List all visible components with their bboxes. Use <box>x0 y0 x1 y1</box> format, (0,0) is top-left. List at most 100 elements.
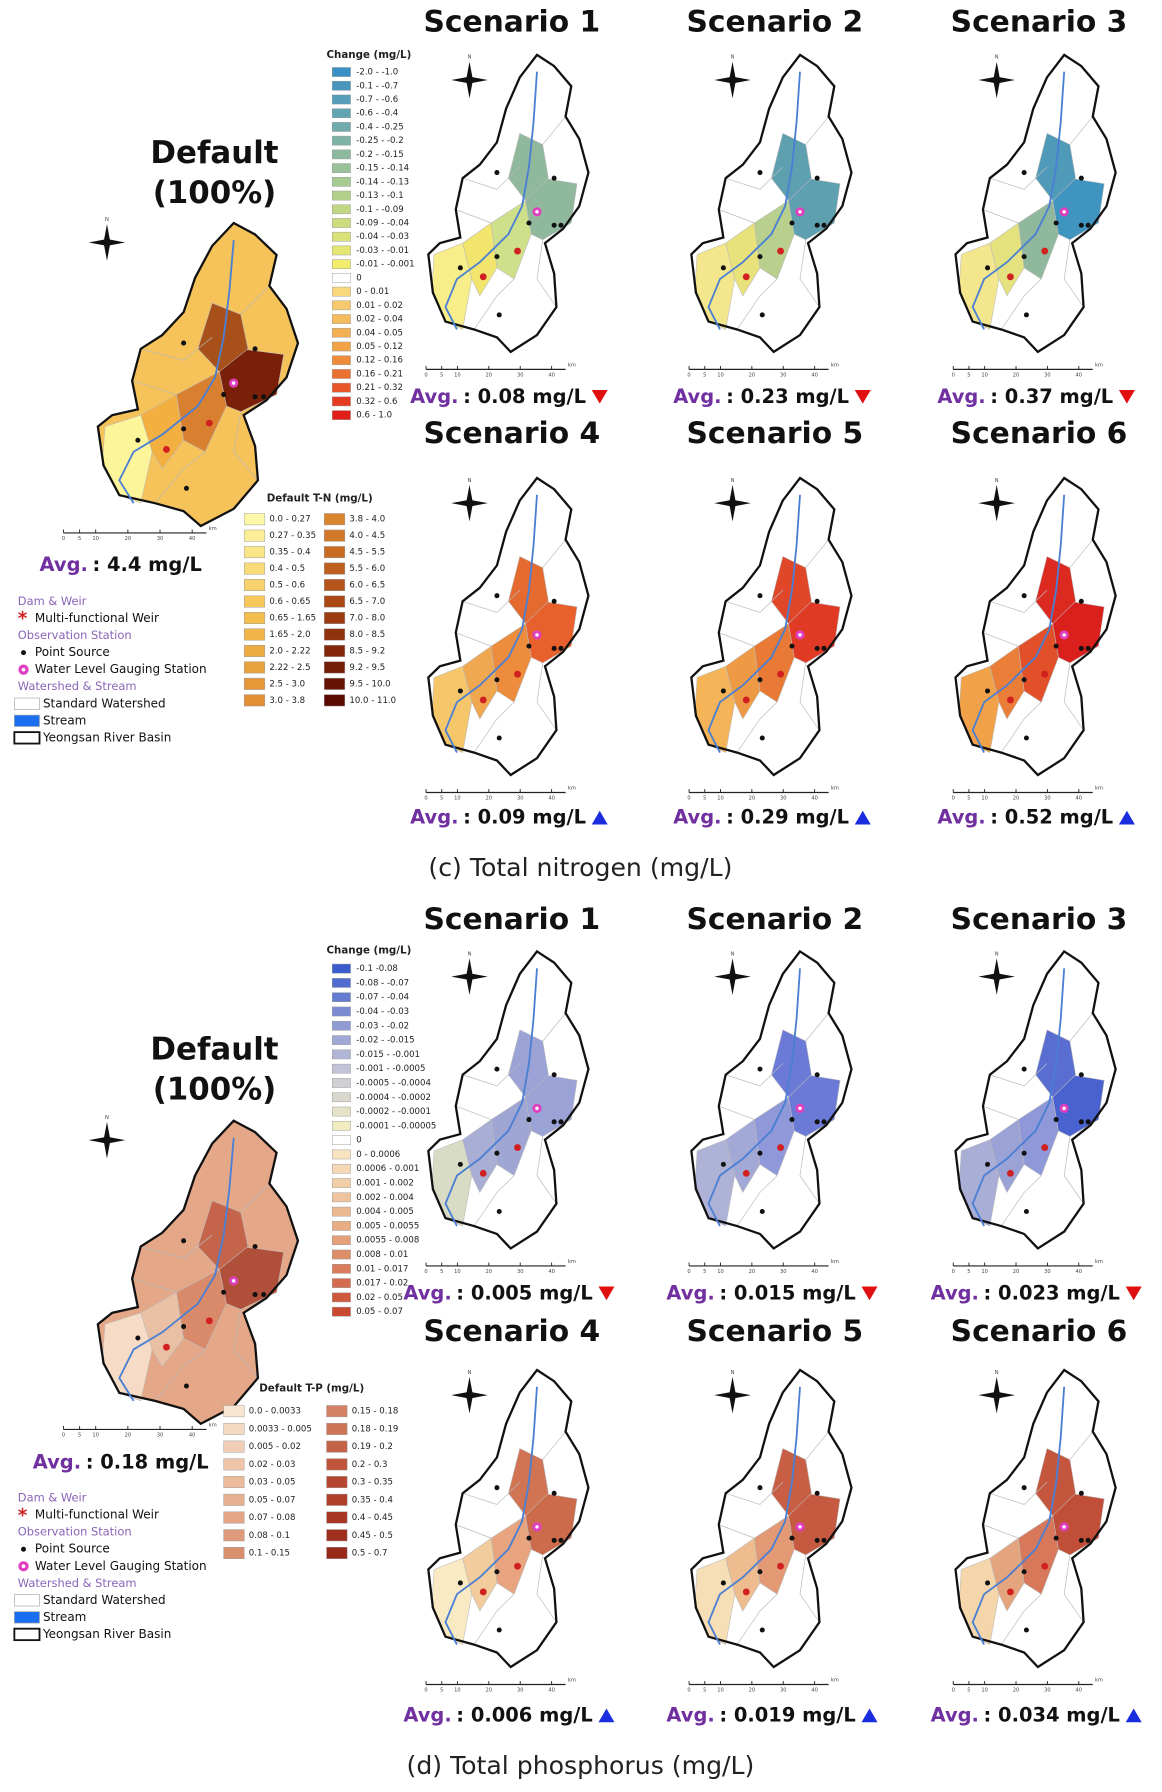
north-label: N <box>731 478 735 484</box>
trend-arrow <box>598 1286 615 1301</box>
weir <box>742 273 750 281</box>
legend-label: 5.5 - 6.0 <box>349 564 385 574</box>
scale-label: 5 <box>703 796 706 802</box>
scenario-title: Scenario 5 <box>686 416 863 451</box>
point-source <box>551 598 557 604</box>
legend-swatch <box>326 1511 348 1524</box>
legend-swatch <box>326 1547 348 1559</box>
legend-swatch <box>332 1278 351 1288</box>
legend-swatch <box>332 94 351 105</box>
gauge <box>798 633 802 637</box>
average: Avg.: 0.023 mg/L <box>931 1281 1120 1304</box>
stream <box>118 1137 235 1402</box>
layer-header: Watershed & Stream <box>18 679 137 693</box>
north-label: N <box>468 1370 472 1376</box>
average: Avg.: 0.29 mg/L <box>673 805 849 828</box>
legend-swatch <box>332 273 351 283</box>
watershed-line <box>799 1136 820 1204</box>
legend-swatch <box>332 327 351 338</box>
scale-label: 20 <box>125 1433 132 1439</box>
scale-label: 5 <box>440 373 443 379</box>
weir <box>479 273 487 281</box>
scale-unit: km <box>568 1259 576 1265</box>
legend-swatch <box>324 661 346 674</box>
point-source <box>261 394 267 400</box>
legend-swatch <box>243 661 266 674</box>
legend-label: 0.35 - 0.4 <box>269 548 310 558</box>
watershed-line <box>233 1309 259 1379</box>
average-label: Avg. <box>931 1281 979 1304</box>
average: Avg.: 0.37 mg/L <box>937 384 1113 407</box>
legend-label: 0.65 - 1.65 <box>269 613 316 623</box>
point-source <box>558 645 564 651</box>
layer-icon <box>14 714 40 727</box>
legend-swatch <box>223 1458 245 1471</box>
legend-swatch <box>332 1035 351 1045</box>
legend-swatch <box>326 1422 348 1435</box>
legend-swatch <box>332 122 351 132</box>
legend-swatch <box>332 341 351 352</box>
compass <box>714 499 751 507</box>
watershed-line <box>1063 1554 1084 1623</box>
scale-label: 20 <box>125 536 132 542</box>
watershed-line <box>473 278 515 330</box>
scale-unit: km <box>1095 1677 1103 1683</box>
weir <box>1041 1562 1049 1570</box>
legend-swatch <box>332 992 351 1003</box>
weir <box>1041 247 1049 255</box>
point-source <box>135 1335 141 1341</box>
point-source <box>985 265 991 271</box>
scale-unit: km <box>1095 362 1103 368</box>
scale-label: 20 <box>749 373 756 379</box>
point-source <box>494 1066 500 1072</box>
scenario-title: Scenario 6 <box>951 416 1128 451</box>
legend-swatch <box>332 300 351 311</box>
sub-watershed <box>140 1291 184 1368</box>
legend-label: 0.0033 - 0.005 <box>249 1424 312 1434</box>
sub-watershed <box>753 1515 795 1595</box>
scale-label: 10 <box>717 373 724 379</box>
gauge <box>231 381 236 385</box>
average-label: Avg. <box>931 1703 979 1726</box>
point-source <box>252 1292 258 1298</box>
watershed-line <box>1000 1593 1042 1645</box>
gauge <box>1062 633 1066 637</box>
point-source <box>759 1627 765 1633</box>
legend-label: 0.008 - 0.01 <box>356 1250 408 1260</box>
weir <box>479 1588 487 1596</box>
north-label: N <box>995 55 999 61</box>
north-label: N <box>468 478 472 484</box>
weir <box>777 1144 784 1152</box>
point-source <box>1053 1535 1059 1541</box>
scale-label: 30 <box>157 536 164 542</box>
legend-swatch <box>243 644 266 657</box>
average-value: : 4.4 mg/L <box>92 552 201 575</box>
gauge <box>535 633 539 637</box>
layer-label: Point Source <box>35 1542 110 1556</box>
watershed-line <box>805 1012 829 1042</box>
legend-label: 0 <box>356 273 361 283</box>
layer-header: Observation Station <box>18 628 132 642</box>
scale-unit: km <box>568 1677 576 1683</box>
scale-label: 20 <box>486 373 493 379</box>
point-source <box>526 1535 532 1541</box>
legend-label: 8.5 - 9.2 <box>349 646 385 656</box>
legend-swatch <box>332 1121 351 1131</box>
scale-label: 5 <box>440 796 443 802</box>
average-label: Avg. <box>40 552 88 575</box>
legend-label: -0.09 - -0.04 <box>356 218 409 228</box>
scale-label: 20 <box>749 1688 756 1694</box>
legend-swatch <box>332 135 351 146</box>
legend-swatch <box>332 286 351 297</box>
legend-label: -0.015 - -0.001 <box>356 1050 420 1060</box>
point-source <box>1078 1072 1084 1078</box>
watershed-line <box>542 539 566 568</box>
legend-swatch <box>326 1529 348 1542</box>
watershed-line <box>982 632 1019 647</box>
sub-watershed <box>1018 623 1059 703</box>
point-source <box>1053 220 1059 226</box>
trend-arrow <box>854 389 871 404</box>
watershed-line <box>473 1593 515 1645</box>
legend-swatch <box>332 1020 351 1031</box>
sub-watershed <box>462 1537 498 1612</box>
